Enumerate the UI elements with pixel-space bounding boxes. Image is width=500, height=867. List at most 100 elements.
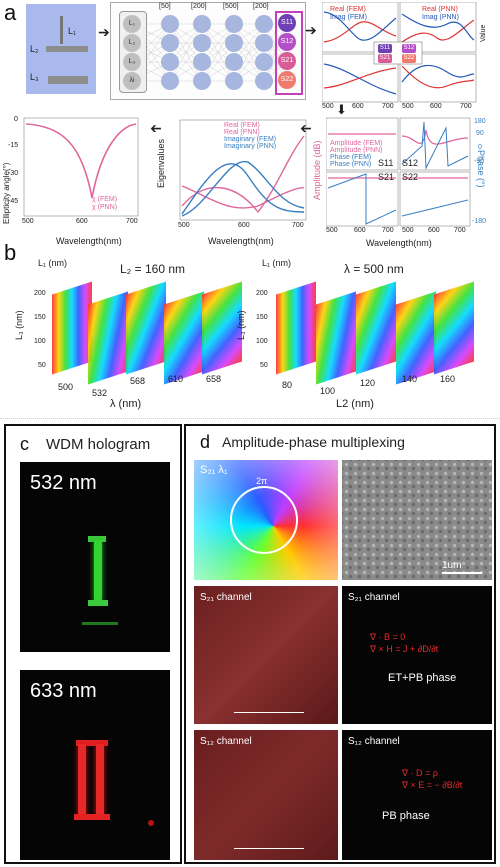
amp-s12-label: S12: [402, 158, 419, 168]
amp-legend-fem: Amplitude (FEM): [330, 140, 383, 147]
phase-tick-180: 180: [474, 118, 486, 125]
amp-phase-svg: [325, 117, 471, 227]
phase-tick-90: 90: [476, 130, 484, 137]
value-legend-imag-pnn: Imag (PNN): [422, 14, 459, 21]
b-right-tick-100: 100: [320, 386, 336, 396]
hidden-node: [225, 34, 243, 52]
arrow-to-ellipticity: ➔: [150, 120, 162, 136]
structure-schematic: L₁ L₂ L₃: [26, 4, 96, 94]
hidden-node: [161, 15, 179, 33]
b-left-tick-658: 658: [206, 374, 222, 384]
b-left-tick-568: 568: [130, 376, 146, 386]
value-xtick-1: 500: [322, 103, 334, 110]
s21-left-image: S₂₁ channel: [194, 586, 338, 724]
ell-ytick-1: -15: [8, 142, 19, 149]
right-phase-plane: [434, 281, 474, 375]
panel-d-frame: d Amplitude-phase multiplexing S₂₁ λ₁ 2π…: [184, 424, 496, 864]
hidden-node: [255, 15, 273, 33]
hidden-node: [161, 72, 179, 90]
hidden-node: [255, 53, 273, 71]
amp-xlabel: Wavelength(nm): [366, 238, 432, 248]
layer-size-3: [500]: [223, 3, 239, 10]
eigen-xtick-2: 700: [292, 222, 304, 229]
output-node-s22: S22: [278, 71, 296, 89]
eigen-legend-real-pnn: Real (PNN): [224, 129, 260, 136]
value-xtick-4: 500: [402, 103, 414, 110]
value-plot: Real (FEM) Imag (FEM) Real (PNN) Imag (P…: [321, 1, 490, 110]
amp-s22-label: S22: [402, 172, 419, 182]
layer-size-2: [200]: [191, 3, 207, 10]
hidden-node: [225, 15, 243, 33]
panel-b-letter: b: [4, 240, 17, 265]
phase-tick-0: 0: [478, 144, 482, 151]
input-node-lambda: λi: [123, 72, 141, 90]
b-left-z-150: 150: [34, 314, 46, 321]
layer-size-1: [50]: [159, 3, 171, 10]
amp-xtick-1: 500: [326, 227, 338, 234]
hidden-node: [161, 34, 179, 52]
sem-image: 1um: [342, 460, 492, 580]
s21-left-label: S₂₁ channel: [200, 592, 252, 603]
s12-caption: PB phase: [382, 810, 430, 822]
section-divider: [0, 418, 500, 419]
eigen-xtick-0: 500: [178, 222, 190, 229]
hologram-633-label: 633 nm: [30, 680, 97, 702]
b-left-z-200: 200: [34, 290, 46, 297]
hidden-node: [193, 34, 211, 52]
arrow-to-network: ➔: [98, 24, 110, 40]
value-s11-tag: S11: [378, 44, 392, 53]
hidden-node: [193, 53, 211, 71]
ell-ylabel: Ellipticity angle(°): [2, 162, 11, 224]
arrow-down: ⬇: [336, 102, 347, 117]
ell-xtick-1: 600: [76, 218, 88, 225]
hidden-node: [225, 72, 243, 90]
scale-bar-label: 1um: [442, 560, 462, 571]
value-s22-tag: S22: [402, 54, 416, 63]
ell-xlabel: Wavelength(nm): [56, 236, 122, 246]
amp-xtick-6: 700: [454, 227, 466, 234]
ell-ytick-0: 0: [14, 116, 18, 123]
ell-ytick-3: -45: [8, 198, 19, 205]
phase-map-label: S₂₁ λ₁: [200, 464, 228, 476]
right-phase-plane: [356, 281, 396, 375]
right-phase-plane: [396, 291, 436, 385]
hologram-532-label: 532 nm: [30, 472, 97, 494]
eigen-xlabel: Wavelength(nm): [208, 236, 274, 246]
eigen-svg: [179, 119, 307, 221]
panel-c-letter: c: [20, 434, 29, 454]
phase-tick-m90: -90: [474, 158, 485, 165]
s21-equation-2: ∇ × H = J + ∂D/∂t: [370, 644, 439, 654]
b-right-z-100: 100: [256, 338, 268, 345]
panel-d-letter: d: [200, 432, 211, 452]
ell-ytick-2: -30: [8, 170, 19, 177]
value-xtick-3: 700: [382, 103, 394, 110]
value-xtick-6: 700: [460, 103, 472, 110]
s21-equation-1: ∇ · B = 0: [370, 632, 406, 642]
l2-label: L₂: [30, 44, 39, 54]
s12-right-image: S₁₂ channel ∇ · D = ρ ∇ × E = − ∂B/∂t PB…: [342, 730, 492, 860]
b-right-tick-80: 80: [282, 380, 293, 390]
value-legend-real-pnn: Real (PNN): [422, 6, 458, 13]
ell-legend-fem: χ (FEM): [92, 196, 118, 203]
eigen-xtick-1: 600: [238, 222, 250, 229]
l3-label: L₃: [30, 72, 39, 82]
left-phase-plane: [126, 281, 166, 375]
amp-xtick-5: 600: [428, 227, 440, 234]
b-left-z-100: 100: [34, 338, 46, 345]
b-right-xlabel: L2 (nm): [336, 398, 374, 410]
value-xtick-2: 600: [352, 103, 364, 110]
value-legend-real-fem: Real (FEM): [330, 6, 366, 13]
panel-a-letter: a: [4, 0, 17, 25]
left-phase-plane: [164, 291, 204, 385]
b-right-tick-120: 120: [360, 378, 376, 388]
layer-size-4: [200]: [253, 3, 269, 10]
phase-legend-pnn: Phase (PNN): [330, 161, 372, 168]
b-left-tick-500: 500: [58, 382, 74, 392]
phase-ylabel: Phase (°): [476, 150, 486, 188]
input-node-l1: L₁: [123, 15, 141, 33]
eigen-legend-imag-fem: Imaginary (FEM): [224, 136, 277, 143]
hidden-node: [193, 72, 211, 90]
b-right-z-50: 50: [260, 362, 268, 369]
right-phase-plane: [276, 281, 316, 375]
b-left-xlabel: λ (nm): [110, 398, 142, 410]
